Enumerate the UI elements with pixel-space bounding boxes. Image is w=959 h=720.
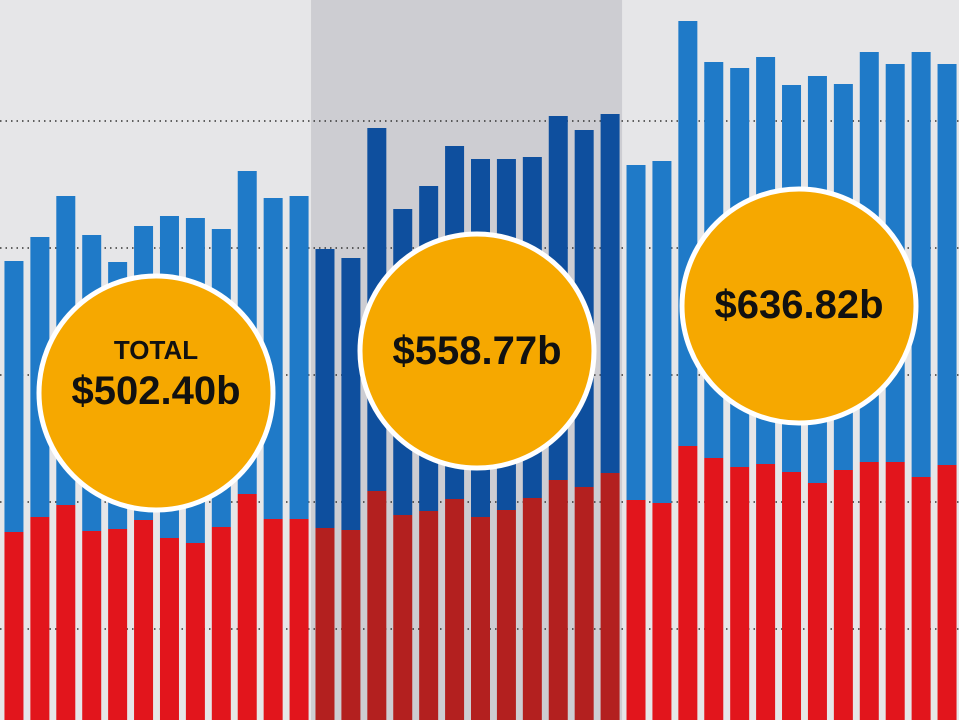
bar-group <box>30 237 50 720</box>
total-badges: TOTAL $502.40b $558.77b $636.82b <box>36 186 919 513</box>
bar-group <box>678 21 698 720</box>
bar-group <box>937 64 957 720</box>
bar-red-segment <box>911 477 931 720</box>
bar-red-segment <box>30 517 50 720</box>
bar-red-segment <box>445 499 465 720</box>
bar-red-segment <box>885 462 905 720</box>
bar-red-segment <box>600 473 620 720</box>
total-badge-circle <box>36 273 276 513</box>
bar-red-segment <box>289 519 309 720</box>
bar-blue-segment <box>289 196 309 519</box>
bar-blue-segment <box>652 161 672 503</box>
bar-group <box>289 196 309 720</box>
bar-blue-segment <box>341 258 361 530</box>
bar-red-segment <box>704 458 724 720</box>
bar-group <box>652 161 672 720</box>
bar-red-segment <box>237 494 257 720</box>
bar-group <box>885 64 905 720</box>
total-badge-value: $636.82b <box>714 283 883 327</box>
total-badge-label: TOTAL <box>114 335 198 365</box>
bar-blue-segment <box>315 249 335 528</box>
total-badge-value: $558.77b <box>392 329 561 373</box>
bar-red-segment <box>185 543 205 720</box>
bar-blue-segment <box>911 52 931 477</box>
bar-red-segment <box>496 510 516 720</box>
bar-red-segment <box>134 520 154 720</box>
bar-red-segment <box>419 511 439 720</box>
bar-red-segment <box>211 527 231 720</box>
total-badge-circle <box>357 231 597 471</box>
total-badge-period-2: $558.77b <box>357 231 597 471</box>
bar-red-segment <box>756 464 776 720</box>
bar-group <box>626 165 646 720</box>
bar-blue-segment <box>263 198 283 519</box>
bar-red-segment <box>833 470 853 720</box>
total-badge-value: $502.40b <box>71 369 240 413</box>
bar-red-segment <box>574 487 594 720</box>
bar-group <box>263 198 283 720</box>
bar-red-segment <box>522 498 542 720</box>
bar-red-segment <box>315 528 335 720</box>
total-badge-circle <box>679 186 919 426</box>
bar-red-segment <box>367 491 387 720</box>
bar-blue-segment <box>626 165 646 500</box>
total-badge-period-3: $636.82b <box>679 186 919 426</box>
bar-group <box>4 261 24 720</box>
bar-blue-segment <box>4 261 24 532</box>
bar-red-segment <box>263 519 283 720</box>
bar-red-segment <box>548 480 568 720</box>
bar-red-segment <box>82 531 102 720</box>
bar-red-segment <box>678 446 698 720</box>
bar-red-segment <box>730 467 750 720</box>
bar-red-segment <box>652 503 672 720</box>
bar-red-segment <box>159 538 179 720</box>
bar-group <box>574 130 594 720</box>
bar-red-segment <box>108 529 128 720</box>
bar-red-segment <box>807 483 827 720</box>
bar-group <box>315 249 335 720</box>
bar-red-segment <box>859 462 879 720</box>
bar-group <box>911 52 931 720</box>
total-badge-period-1: TOTAL $502.40b <box>36 273 276 513</box>
bar-red-segment <box>341 530 361 720</box>
bar-blue-segment <box>937 64 957 465</box>
bar-red-segment <box>626 500 646 720</box>
bar-red-segment <box>782 472 802 720</box>
bar-blue-segment <box>600 114 620 473</box>
bar-blue-segment <box>678 21 698 446</box>
bar-red-segment <box>393 515 413 720</box>
bar-red-segment <box>937 465 957 720</box>
bar-red-segment <box>4 532 24 720</box>
bar-red-segment <box>471 517 490 720</box>
bar-red-segment <box>56 505 76 720</box>
bar-group <box>600 114 620 720</box>
bar-group <box>341 258 361 720</box>
